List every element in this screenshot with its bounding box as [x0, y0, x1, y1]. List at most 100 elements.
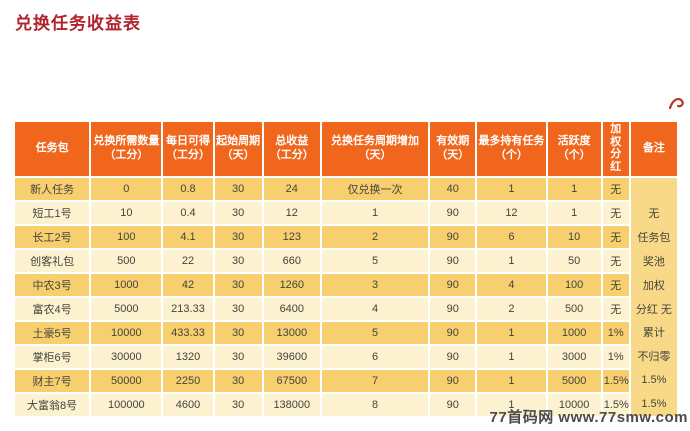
- table-row: 短工1号 10 0.4 30 12 1 90 12 1 无: [15, 201, 677, 224]
- value-cell: 22: [163, 249, 213, 272]
- value-cell: 无: [602, 225, 629, 248]
- table-head-row: 任务包 兑换所需数量（工分） 每日可得（工分） 起始周期（天） 总收益（工分） 兑换任务周…: [15, 122, 677, 176]
- column-header-label: 活跃度（个）: [557, 135, 591, 161]
- value-cell: 1.5%: [602, 393, 629, 416]
- value-cell: 30: [214, 345, 262, 368]
- value-cell: 1: [477, 249, 546, 272]
- table-row: 长工2号 100 4.1 30 123 2 90 6 10 无: [15, 225, 677, 248]
- value-cell: 100: [547, 273, 601, 296]
- remark-stack: 无任务包 奖池 加权 分红 无累计 不归零 1.5% 1.5%: [631, 178, 677, 416]
- value-cell: 1000: [547, 321, 601, 344]
- column-header-label: 有效期（天）: [436, 135, 470, 161]
- column-header: 总收益（工分）: [263, 122, 320, 176]
- value-cell: 4.1: [163, 225, 213, 248]
- table-row: 大富翁8号 100000 4600 30 138000 8 90 1 10000 1.5%: [15, 393, 677, 416]
- value-cell: 7: [321, 369, 429, 392]
- value-cell: 6400: [263, 297, 320, 320]
- table-row: 掌柜6号 30000 1320 30 39600 6 90 1 3000 1%: [15, 345, 677, 368]
- value-cell: 433.33: [163, 321, 213, 344]
- value-cell: 12: [263, 201, 320, 224]
- column-header: 每日可得（工分）: [163, 122, 213, 176]
- column-header: 加权分红: [602, 122, 629, 176]
- column-header-label: 每日可得（工分）: [166, 135, 210, 161]
- value-cell: 100000: [91, 393, 162, 416]
- remark-line: 奖池: [642, 255, 665, 268]
- value-cell: 1: [321, 201, 429, 224]
- task-package-cell: 财主7号: [15, 369, 90, 392]
- task-package-cell: 掌柜6号: [15, 345, 90, 368]
- value-cell: 3000: [547, 345, 601, 368]
- remark-line: 加权: [642, 279, 665, 292]
- value-cell: 2: [321, 225, 429, 248]
- table-row: 创客礼包 500 22 30 660 5 90 1 50 无: [15, 249, 677, 272]
- column-header: 任务包: [15, 122, 90, 176]
- value-cell: 90: [430, 369, 476, 392]
- value-cell: 1%: [602, 345, 629, 368]
- value-cell: 5: [321, 249, 429, 272]
- value-cell: 1: [547, 201, 601, 224]
- value-cell: 1: [477, 177, 546, 200]
- value-cell: 10: [91, 201, 162, 224]
- value-cell: 5: [321, 321, 429, 344]
- value-cell: 无: [602, 249, 629, 272]
- value-cell: 90: [430, 393, 476, 416]
- value-cell: 1: [477, 369, 546, 392]
- column-header: 最多持有任务（个）: [477, 122, 546, 176]
- column-header: 备注: [630, 122, 677, 176]
- value-cell: 123: [263, 225, 320, 248]
- task-package-cell: 长工2号: [15, 225, 90, 248]
- value-cell: 90: [430, 249, 476, 272]
- remark-column-cell: 无任务包 奖池 加权 分红 无累计 不归零 1.5% 1.5%: [630, 177, 677, 416]
- task-package-cell: 创客礼包: [15, 249, 90, 272]
- value-cell: 90: [430, 297, 476, 320]
- value-cell: 1%: [602, 321, 629, 344]
- column-header-label: 最多持有任务（个）: [478, 135, 545, 161]
- value-cell: 138000: [263, 393, 320, 416]
- value-cell: 4600: [163, 393, 213, 416]
- value-cell: 4: [321, 297, 429, 320]
- value-cell: 8: [321, 393, 429, 416]
- column-header-label: 起始周期（天）: [216, 135, 261, 161]
- column-header: 兑换所需数量（工分）: [91, 122, 162, 176]
- value-cell: 50000: [91, 369, 162, 392]
- value-cell: 0: [91, 177, 162, 200]
- value-cell: 10: [547, 225, 601, 248]
- value-cell: 5000: [91, 297, 162, 320]
- remark-line: 分红 无: [635, 303, 672, 316]
- value-cell: 90: [430, 321, 476, 344]
- value-cell: 90: [430, 225, 476, 248]
- task-package-cell: 新人任务: [15, 177, 90, 200]
- column-header-label: 兑换任务周期增加（天）: [331, 135, 420, 161]
- remark-line: 累计: [642, 327, 665, 340]
- value-cell: 6: [321, 345, 429, 368]
- value-cell: 30: [214, 369, 262, 392]
- value-cell: 100: [91, 225, 162, 248]
- remark-line: 不归零: [637, 351, 671, 364]
- value-cell: 500: [91, 249, 162, 272]
- table-row: 财主7号 50000 2250 30 67500 7 90 1 5000 1.5%: [15, 369, 677, 392]
- value-cell: 无: [602, 177, 629, 200]
- table-row: 中农3号 1000 42 30 1260 3 90 4 100 无: [15, 273, 677, 296]
- column-header: 活跃度（个）: [547, 122, 601, 176]
- value-cell: 1320: [163, 345, 213, 368]
- value-cell: 213.33: [163, 297, 213, 320]
- value-cell: 90: [430, 273, 476, 296]
- value-cell: 6: [477, 225, 546, 248]
- table-row: 土豪5号 10000 433.33 30 13000 5 90 1 1000 1%: [15, 321, 677, 344]
- value-cell: 30: [214, 393, 262, 416]
- value-cell: 1.5%: [602, 369, 629, 392]
- value-cell: 30000: [91, 345, 162, 368]
- column-header: 兑换任务周期增加（天）: [321, 122, 429, 176]
- value-cell: 3: [321, 273, 429, 296]
- task-package-cell: 土豪5号: [15, 321, 90, 344]
- value-cell: 30: [214, 297, 262, 320]
- value-cell: 660: [263, 249, 320, 272]
- value-cell: 1000: [91, 273, 162, 296]
- value-cell: 1: [477, 345, 546, 368]
- value-cell: 1: [477, 393, 546, 416]
- red-scribble-icon: [668, 95, 690, 113]
- value-cell: 2250: [163, 369, 213, 392]
- column-header-label: 兑换所需数量（工分）: [93, 135, 160, 161]
- value-cell: 1: [477, 321, 546, 344]
